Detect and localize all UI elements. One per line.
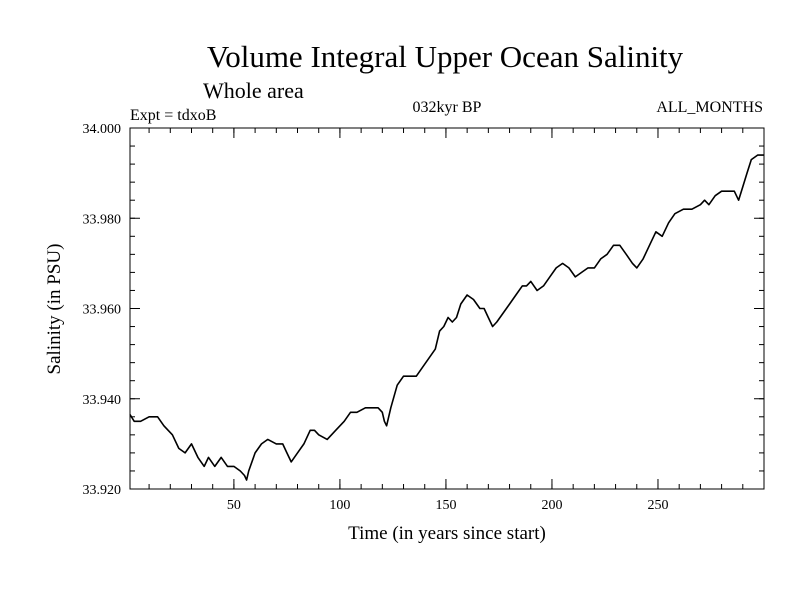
x-tick-label: 150	[435, 498, 456, 513]
y-tick-label: 33.960	[83, 303, 122, 318]
x-tick-label: 50	[227, 498, 241, 513]
y-tick-label: 33.980	[83, 212, 122, 227]
x-tick-label: 100	[329, 498, 350, 513]
y-axis-label: Salinity (in PSU)	[44, 244, 65, 375]
chart-subtitle: Whole area	[203, 78, 304, 103]
x-tick-label: 250	[647, 498, 668, 513]
y-tick-label: 34.000	[83, 122, 122, 137]
salinity-series-line	[129, 154, 764, 481]
plot-frame	[129, 127, 765, 490]
months-label: ALL_MONTHS	[656, 99, 763, 116]
y-tick-label: 33.920	[83, 483, 122, 498]
x-tick-label: 200	[541, 498, 562, 513]
axis-ticks	[130, 127, 764, 490]
period-label: 032kyr BP	[413, 99, 482, 116]
y-tick-label: 33.940	[83, 393, 122, 408]
chart-title: Volume Integral Upper Ocean Salinity	[207, 39, 684, 74]
experiment-label: Expt = tdxoB	[130, 107, 216, 124]
x-axis-label: Time (in years since start)	[348, 523, 546, 544]
tick-labels: 50 100 150 200 250 33.920 33.940 33.960 33.980 34…	[83, 122, 669, 513]
